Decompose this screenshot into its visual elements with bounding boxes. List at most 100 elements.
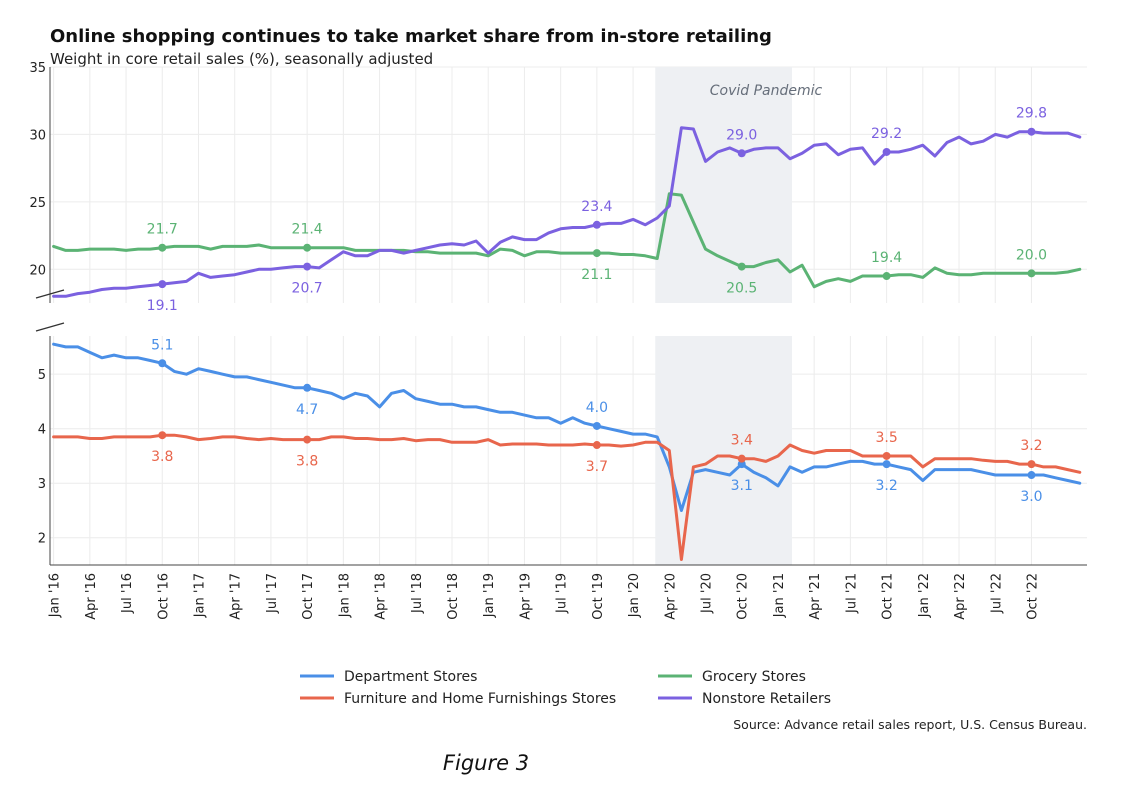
upper-y-tick-label: 35	[29, 61, 46, 76]
data-point	[303, 243, 312, 252]
upper-y-tick-label: 30	[29, 128, 46, 143]
data-point	[303, 383, 312, 392]
x-tick-label: Jan '17	[192, 573, 207, 618]
data-point	[592, 220, 601, 229]
x-tick-label: Jul '19	[555, 573, 570, 614]
data-label: 4.7	[296, 402, 318, 418]
x-tick-label: Jul '18	[410, 573, 425, 614]
x-tick-label: Jan '22	[917, 573, 932, 618]
x-tick-label: Oct '22	[1025, 573, 1040, 620]
x-tick-label: Apr '18	[374, 573, 389, 620]
data-label: 21.7	[147, 222, 178, 238]
legend-label: Department Stores	[344, 669, 477, 685]
data-label: 5.1	[151, 337, 173, 353]
data-label: 4.0	[586, 400, 608, 416]
data-point	[158, 280, 167, 289]
data-point	[592, 421, 601, 430]
data-label: 3.8	[151, 449, 173, 465]
data-label: 29.2	[871, 126, 902, 142]
lower-y-tick-label: 4	[38, 423, 46, 438]
x-tick-label: Jan '21	[772, 573, 787, 618]
x-tick-label: Jan '20	[627, 573, 642, 618]
data-point	[303, 262, 312, 271]
legend-label: Nonstore Retailers	[702, 691, 831, 707]
legend-label: Furniture and Home Furnishings Stores	[344, 691, 616, 707]
source-note: Source: Advance retail sales report, U.S…	[733, 717, 1087, 732]
data-point	[158, 359, 167, 368]
x-tick-label: Jan '16	[48, 573, 63, 618]
data-point	[158, 431, 167, 440]
x-tick-label: Apr '19	[518, 573, 533, 620]
x-tick-label: Apr '22	[953, 573, 968, 620]
x-tick-label: Jan '19	[482, 573, 497, 618]
data-label: 3.4	[731, 433, 753, 449]
x-tick-label: Jan '18	[337, 573, 352, 618]
data-label: 3.2	[1020, 438, 1042, 454]
data-point	[303, 435, 312, 444]
legend: Department Stores Grocery Stores Furniture…	[300, 669, 831, 707]
series-lines	[52, 126, 1082, 561]
lower-y-tick-label: 2	[38, 532, 46, 547]
covid-pandemic-label: Covid Pandemic	[710, 83, 823, 99]
gridlines	[50, 66, 1087, 565]
chart-title: Online shopping continues to take market…	[50, 26, 772, 47]
data-point	[1027, 471, 1036, 480]
data-label: 19.1	[147, 298, 178, 314]
data-label: 29.8	[1016, 106, 1047, 122]
x-tick-label: Jul '16	[120, 573, 135, 614]
data-label: 21.4	[292, 222, 323, 238]
x-tick-label: Oct '19	[591, 573, 606, 620]
x-tick-label: Jul '21	[844, 573, 859, 614]
x-tick-label: Jul '17	[265, 573, 280, 614]
x-tick-label: Apr '20	[663, 573, 678, 620]
x-tick-label: Oct '18	[446, 573, 461, 620]
data-point	[1027, 460, 1036, 469]
data-label: 21.1	[581, 267, 612, 283]
x-tick-label: Oct '17	[301, 573, 316, 620]
x-tick-label: Oct '20	[736, 573, 751, 620]
data-point	[882, 460, 891, 469]
x-tick-label: Oct '21	[881, 573, 896, 620]
axis-break-mark	[35, 322, 65, 332]
data-point	[1027, 269, 1036, 278]
data-label: 23.4	[581, 199, 612, 215]
data-label: 3.5	[875, 430, 897, 446]
x-tick-label: Apr '21	[808, 573, 823, 620]
series-line-nonstore-retailers	[52, 126, 1082, 298]
lower-y-tick-label: 5	[38, 368, 46, 383]
data-point	[737, 262, 746, 271]
covid-shade-upper	[655, 67, 793, 303]
data-label: 20.7	[292, 281, 323, 297]
covid-shade-lower	[655, 336, 793, 565]
upper-y-tick-label: 20	[29, 263, 46, 278]
data-point	[882, 451, 891, 460]
x-tick-label: Oct '16	[156, 573, 171, 620]
data-label: 20.5	[726, 281, 757, 297]
data-label: 3.7	[586, 459, 608, 475]
figure-caption: Figure 3	[443, 751, 529, 775]
series-line-furniture-and-home-furnishings-stores	[52, 433, 1082, 561]
data-point	[882, 272, 891, 281]
series-line-department-stores	[52, 342, 1082, 512]
data-point	[158, 243, 167, 252]
data-label: 29.0	[726, 127, 757, 143]
axes: Jan '16 Apr '16 Jul '16 Oct '16 Jan '17 Apr '…	[29, 61, 1087, 620]
chart-subtitle: Weight in core retail sales (%), seasona…	[50, 50, 433, 68]
series-line-grocery-stores	[52, 192, 1082, 289]
data-label: 3.1	[731, 478, 753, 494]
data-label: 19.4	[871, 250, 902, 266]
data-point	[737, 454, 746, 463]
data-point	[737, 149, 746, 158]
data-label: 3.0	[1020, 489, 1042, 505]
x-tick-label: Jul '20	[700, 573, 715, 614]
x-tick-label: Jul '22	[989, 573, 1004, 614]
data-point	[592, 441, 601, 450]
covid-shading	[655, 67, 793, 565]
upper-y-tick-label: 25	[29, 196, 46, 211]
data-labels: 21.7 21.4 21.1 20.5 19.4 20.0 19.1 20.7 23.4 29.0…	[147, 106, 1047, 505]
lower-y-tick-label: 3	[38, 477, 46, 492]
data-label: 20.0	[1016, 247, 1047, 263]
data-point	[592, 249, 601, 258]
x-tick-label: Apr '16	[84, 573, 99, 620]
